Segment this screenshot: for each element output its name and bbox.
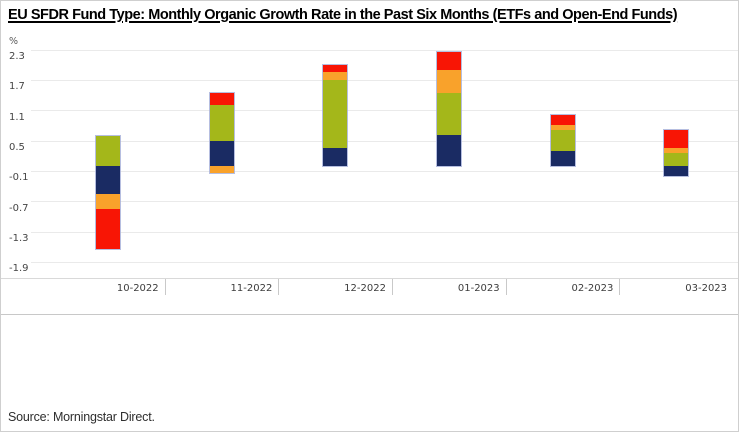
bar-segment-n-a <box>323 64 348 73</box>
y-tick-label: -0.1 <box>9 172 29 184</box>
x-tick-label: 12-2022 <box>344 283 386 294</box>
bar-segment-article-8 <box>95 165 120 194</box>
gridline <box>31 110 738 112</box>
bar-segment-not-stated <box>323 72 348 80</box>
bar-segment-article-8 <box>209 140 234 166</box>
x-axis-tick <box>619 279 621 295</box>
x-axis-tick <box>164 279 166 295</box>
bar-10-2022 <box>95 135 120 250</box>
source-text: Source: Morningstar Direct. <box>8 410 155 424</box>
x-axis-tick <box>278 279 280 295</box>
y-tick-label: -1.9 <box>9 263 29 275</box>
x-tick-label: 03-2023 <box>685 283 728 294</box>
gridline <box>31 261 738 263</box>
x-tick-label: 10-2022 <box>116 283 159 294</box>
bar-03-2023 <box>664 130 689 176</box>
y-tick-label: 1.7 <box>9 81 25 93</box>
bar-segment-not-stated <box>209 165 234 174</box>
bar-segment-article-8 <box>436 135 461 166</box>
x-tick-label: 02-2023 <box>571 283 614 294</box>
gridline <box>31 201 738 203</box>
x-tick-label: 01-2023 <box>457 283 500 294</box>
bar-segment-n-a <box>95 208 120 250</box>
bar-01-2023 <box>436 52 461 166</box>
bar-segment-article-9 <box>95 135 120 166</box>
bar-segment-not-stated <box>664 148 689 154</box>
bar-segment-n-a <box>550 115 575 126</box>
y-tick-label: 0.5 <box>9 142 25 153</box>
x-tick-label: 11-2022 <box>230 283 273 294</box>
x-axis-tick <box>392 279 393 295</box>
bar-segment-n-a <box>436 52 461 70</box>
bar-segment-n-a <box>664 130 689 149</box>
bar-02-2023 <box>550 115 575 166</box>
bar-12-2022 <box>323 64 348 166</box>
gridline <box>31 140 738 142</box>
bar-segment-not-stated <box>436 69 461 93</box>
bar-segment-not-stated <box>550 125 575 131</box>
x-axis-line <box>1 278 738 279</box>
y-axis-unit-label: % <box>9 36 19 47</box>
x-axis-tick <box>505 279 507 295</box>
bar-segment-article-9 <box>323 79 348 149</box>
gridline <box>31 49 738 51</box>
bar-segment-n-a <box>209 92 234 106</box>
legend: EU SFDR Fund Type Article 8Article 9Not … <box>1 314 738 315</box>
gridline <box>31 231 738 233</box>
bar-segment-article-9 <box>436 92 461 136</box>
gridline <box>31 170 738 172</box>
bar-segment-not-stated <box>95 193 120 209</box>
bar-segment-article-8 <box>323 148 348 166</box>
bar-segment-article-9 <box>209 105 234 141</box>
bar-segment-article-8 <box>664 165 689 176</box>
bar-segment-article-9 <box>550 130 575 151</box>
y-tick-label: 2.3 <box>9 51 25 62</box>
bar-11-2022 <box>209 92 234 174</box>
gridline <box>31 79 738 81</box>
chart-title: EU SFDR Fund Type: Monthly Organic Growt… <box>8 7 678 23</box>
bar-segment-article-9 <box>664 153 689 166</box>
y-tick-label: -1.3 <box>9 233 29 244</box>
y-tick-label: -0.7 <box>9 202 29 214</box>
y-tick-label: 1.1 <box>9 111 25 123</box>
bar-segment-article-8 <box>550 150 575 166</box>
